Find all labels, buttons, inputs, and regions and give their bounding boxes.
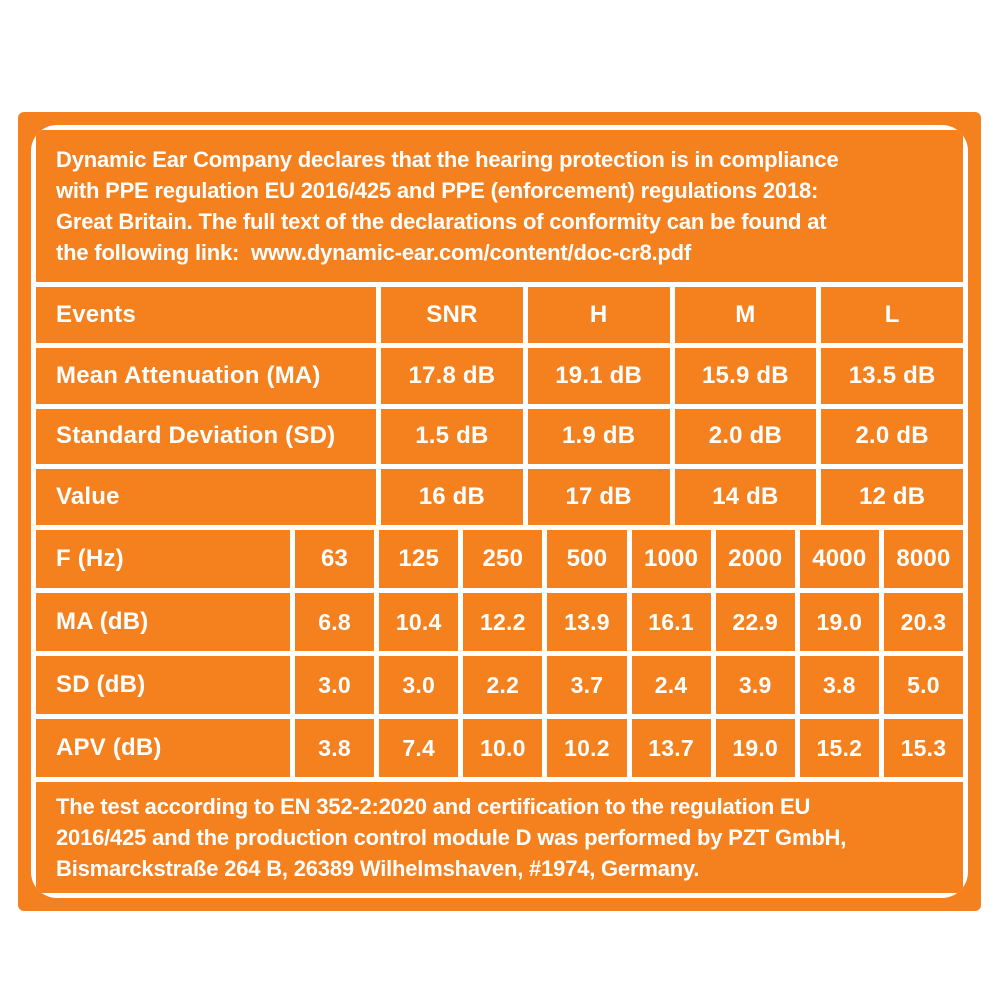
inner-border-frame: Dynamic Ear Company declares that the he… xyxy=(31,125,968,898)
compliance-statement: Dynamic Ear Company declares that the he… xyxy=(36,130,963,282)
table-value-cell: 2.0 dB xyxy=(674,408,817,465)
table-row-label: MA (dB) xyxy=(36,593,290,651)
table-row-label: Value xyxy=(36,469,376,525)
table-column-header: L xyxy=(821,287,963,343)
table-column-header: 2000 xyxy=(715,530,795,588)
table-value-cell: 16.1 xyxy=(631,593,711,651)
table-value-cell: 3.0 xyxy=(379,656,459,714)
table-column-header: 4000 xyxy=(799,530,879,588)
table-column-header: 1000 xyxy=(631,530,711,588)
table-value-cell: 19.0 xyxy=(799,593,879,651)
table-column-header: 63 xyxy=(295,530,375,588)
table-value-cell: 1.9 dB xyxy=(527,408,670,465)
table-value-cell: 17.8 dB xyxy=(381,347,523,404)
table-column-header: H xyxy=(527,287,670,343)
table-value-cell: 13.5 dB xyxy=(821,347,963,404)
table-value-cell: 15.3 xyxy=(883,719,963,777)
table-column-header: SNR xyxy=(381,287,523,343)
table-column-header: 125 xyxy=(379,530,459,588)
table-value-cell: 10.0 xyxy=(463,719,543,777)
table-column-header: 8000 xyxy=(883,530,963,588)
test-certification-note: The test according to EN 352-2:2020 and … xyxy=(36,782,963,893)
table-row-label: APV (dB) xyxy=(36,719,290,777)
table-column-header: 250 xyxy=(463,530,543,588)
octave-band-frequency-table: F (Hz) 63 125 250 500 1000 2000 4000 8000 MA (dB)… xyxy=(36,530,963,777)
table-column-header: M xyxy=(674,287,817,343)
test-certification-line: 2016/425 and the production control modu… xyxy=(56,825,847,850)
test-certification-line: The test according to EN 352-2:2020 and … xyxy=(56,794,811,819)
table-row-label: Standard Deviation (SD) xyxy=(36,408,376,465)
table-value-cell: 2.2 xyxy=(463,656,543,714)
compliance-statement-line: Great Britain. The full text of the decl… xyxy=(56,209,827,234)
table-row-label: Mean Attenuation (MA) xyxy=(36,347,376,404)
table-value-cell: 17 dB xyxy=(527,469,670,525)
table-value-cell: 2.4 xyxy=(631,656,711,714)
compliance-statement-line: with PPE regulation EU 2016/425 and PPE … xyxy=(56,178,819,203)
compliance-label-card: Dynamic Ear Company declares that the he… xyxy=(18,112,981,911)
table-value-cell: 3.7 xyxy=(547,656,627,714)
table-value-cell: 12.2 xyxy=(463,593,543,651)
table-value-cell: 3.0 xyxy=(295,656,375,714)
table-value-cell: 6.8 xyxy=(295,593,375,651)
table-value-cell: 14 dB xyxy=(674,469,817,525)
compliance-statement-line-with-link: the following link: www.dynamic-ear.com/… xyxy=(56,240,692,265)
table-value-cell: 5.0 xyxy=(883,656,963,714)
table-value-cell: 10.2 xyxy=(547,719,627,777)
table-value-cell: 13.7 xyxy=(631,719,711,777)
table-value-cell: 3.9 xyxy=(715,656,795,714)
table-value-cell: 3.8 xyxy=(295,719,375,777)
table-column-header: 500 xyxy=(547,530,627,588)
table-value-cell: 7.4 xyxy=(379,719,459,777)
table-value-cell: 19.0 xyxy=(715,719,795,777)
table-value-cell: 15.9 dB xyxy=(674,347,817,404)
table-value-cell: 12 dB xyxy=(821,469,963,525)
compliance-statement-line: Dynamic Ear Company declares that the he… xyxy=(56,147,839,172)
table-value-cell: 3.8 xyxy=(799,656,879,714)
table-corner-header: Events xyxy=(36,287,376,343)
attenuation-summary-table: Events SNR H M L Mean Attenuation (MA) 17.8 dB… xyxy=(36,287,963,525)
table-value-cell: 2.0 dB xyxy=(821,408,963,465)
table-value-cell: 10.4 xyxy=(379,593,459,651)
table-value-cell: 22.9 xyxy=(715,593,795,651)
table-value-cell: 1.5 dB xyxy=(381,408,523,465)
table-value-cell: 19.1 dB xyxy=(527,347,670,404)
test-certification-line: Bismarckstraße 264 B, 26389 Wilhelmshave… xyxy=(56,856,700,881)
table-value-cell: 20.3 xyxy=(883,593,963,651)
table-value-cell: 15.2 xyxy=(799,719,879,777)
table-row-label: SD (dB) xyxy=(36,656,290,714)
table-corner-header: F (Hz) xyxy=(36,530,290,588)
table-value-cell: 13.9 xyxy=(547,593,627,651)
table-value-cell: 16 dB xyxy=(381,469,523,525)
